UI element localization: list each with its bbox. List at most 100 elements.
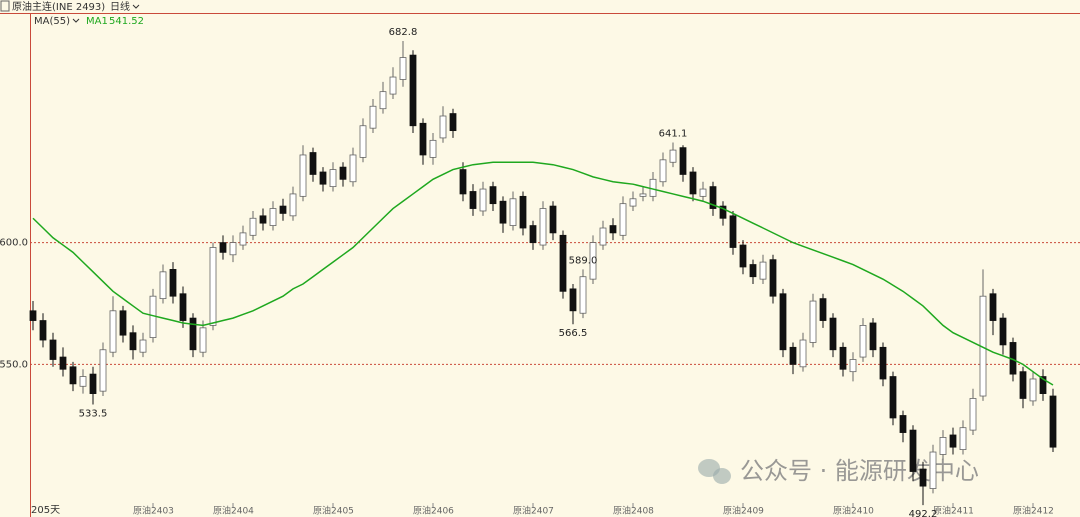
candle-body (469, 191, 477, 209)
candle-body (129, 332, 137, 351)
candle-body (419, 122, 427, 156)
candle-body (439, 115, 447, 139)
candle-body (699, 188, 707, 197)
candle-body (489, 186, 497, 205)
candle-body (539, 208, 547, 246)
candle-body (239, 232, 247, 246)
candle-body (389, 76, 397, 95)
candle-body (619, 203, 627, 236)
candle-body (639, 193, 647, 197)
candle-body (609, 225, 617, 234)
candle-body (379, 91, 387, 110)
candle-body (1039, 376, 1047, 394)
candle-body (739, 244, 747, 268)
candle-body (219, 242, 227, 253)
candle-body (349, 154, 357, 183)
candle-body (229, 242, 237, 256)
candle-body (39, 320, 47, 341)
candle-body (519, 195, 527, 229)
chart-title[interactable]: 原油主连(INE 2493) (12, 0, 105, 13)
candle-body (549, 205, 557, 234)
extreme-label: 492.2 (909, 509, 938, 517)
candle-body (499, 200, 507, 224)
extreme-label: 589.0 (569, 255, 598, 266)
candle-body (109, 310, 117, 353)
x-tick-label: 原油2407 (513, 505, 554, 517)
candle-body (909, 429, 917, 472)
period[interactable]: 日线 (110, 0, 130, 13)
candle-body (309, 152, 317, 175)
chevron (72, 18, 80, 23)
extreme-label: 533.5 (79, 409, 108, 420)
x-tick-label: 原油2404 (213, 505, 254, 517)
ma-name: MA1 (86, 16, 108, 27)
candle-body (579, 276, 587, 314)
candle-body (729, 215, 737, 248)
candle-body (559, 234, 567, 292)
candle-body (859, 325, 867, 358)
x-tick-label: 原油2406 (413, 505, 454, 517)
candle-body (799, 339, 807, 368)
candle-body (929, 451, 937, 489)
candle-body (589, 242, 597, 280)
x-tick-label: 原油2409 (723, 505, 764, 517)
candle-body (299, 154, 307, 197)
candle-body (669, 149, 677, 163)
candle-body (259, 215, 267, 224)
candle-body (249, 217, 257, 236)
candle-body (599, 227, 607, 246)
extreme-label: 682.8 (389, 27, 418, 38)
candle-body (269, 208, 277, 226)
candle-body (629, 198, 637, 207)
candle-body (319, 171, 327, 185)
candle-body (119, 310, 127, 336)
candle-body (789, 346, 797, 365)
x-tick-label: 原油2411 (933, 505, 974, 517)
ma-line (32, 161, 1054, 386)
candle-body (509, 198, 517, 226)
candle-body (49, 339, 57, 360)
candle-body (99, 349, 107, 392)
candle-body (919, 468, 927, 487)
y-tick-label: 550.0 (0, 359, 28, 370)
candle-body (139, 339, 147, 353)
candle-body (689, 171, 697, 195)
candle-body (989, 293, 997, 321)
candle-body (839, 346, 847, 370)
candle-body (849, 359, 857, 373)
x-tick-label: 原油2410 (833, 505, 874, 517)
candle-body (369, 105, 377, 129)
x-tick-label: 原油2403 (133, 505, 174, 517)
candle-body (939, 437, 947, 455)
candle-body (999, 317, 1007, 346)
ma-value: 541.52 (109, 16, 144, 27)
candle-body (529, 225, 537, 244)
indicator[interactable]: MA(55) (34, 16, 70, 27)
candle-body (29, 310, 37, 321)
candle-body (479, 188, 487, 212)
candle-body (429, 139, 437, 158)
watermark-text: 公众号 · 能源研发中心 (740, 457, 979, 485)
candle-body (809, 300, 817, 343)
candle-body (289, 193, 297, 217)
candle-body (459, 169, 467, 195)
candle-body (969, 398, 977, 431)
candle-body (959, 427, 967, 450)
candle-body (889, 376, 897, 419)
candle-body (409, 54, 417, 127)
candle-body (769, 259, 777, 297)
x-tick-label: 原油2405 (313, 505, 354, 517)
candle-body (1029, 378, 1037, 402)
candle-body (659, 159, 667, 183)
candle-body (449, 113, 457, 132)
candle-body (819, 298, 827, 321)
candle-body (159, 271, 167, 300)
candle-body (69, 366, 77, 385)
candle-body (329, 169, 337, 188)
x-tick-label: 原油2408 (613, 505, 654, 517)
watermark: 公众号 · 能源研发中心 (698, 457, 979, 485)
candle-body (359, 125, 367, 158)
